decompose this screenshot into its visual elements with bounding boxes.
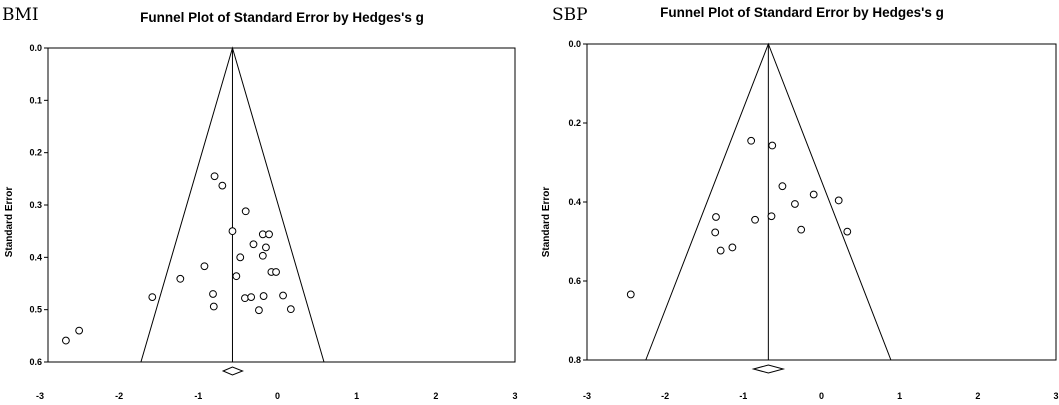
- bmi-study-point: [209, 290, 217, 298]
- sbp-study-point: [716, 246, 725, 255]
- bmi-y-tick-label: 0.5: [29, 305, 42, 315]
- sbp-study-point: [797, 225, 806, 234]
- bmi-x-tick-label: 2: [433, 391, 438, 401]
- sbp-x-tick-label: 2: [975, 391, 980, 401]
- bmi-study-point: [262, 243, 270, 252]
- bmi-study-point: [272, 268, 280, 276]
- sbp-y-axis-title: Standard Error: [541, 187, 552, 258]
- sbp-study-point: [809, 190, 818, 199]
- bmi-study-point: [75, 326, 84, 335]
- bmi-study-point: [218, 181, 227, 190]
- sbp-study-point: [728, 243, 737, 252]
- sbp-funnel-panel: SBP Funnel Plot of Standard Error by Hed…: [541, 5, 1059, 401]
- bmi-y-ticks: 0.0 0.1 0.2 0.3 0.4 0.5 0.6: [29, 43, 48, 367]
- bmi-study-point: [258, 251, 267, 260]
- bmi-study-point: [241, 207, 250, 216]
- sbp-panel-label: SBP: [552, 5, 588, 25]
- bmi-y-tick-label: 0.2: [29, 148, 42, 158]
- sbp-y-tick-label: 0.4: [568, 197, 581, 207]
- sbp-pooled-diamond: [751, 364, 786, 374]
- bmi-study-point: [247, 293, 256, 302]
- bmi-chart-title: Funnel Plot of Standard Error by Hedges'…: [140, 10, 424, 25]
- sbp-study-point: [626, 290, 635, 299]
- sbp-study-points: [626, 136, 852, 299]
- bmi-study-point: [265, 230, 273, 239]
- sbp-funnel-lines: [645, 42, 892, 361]
- bmi-y-tick-label: 0.3: [29, 200, 42, 210]
- bmi-study-point: [62, 336, 70, 345]
- sbp-study-point: [712, 213, 720, 221]
- sbp-study-point: [843, 227, 852, 236]
- bmi-y-tick-label: 0.6: [29, 357, 42, 367]
- bmi-study-point: [232, 272, 241, 281]
- sbp-plot-frame: [586, 43, 1057, 361]
- sbp-x-tick-label: -1: [739, 391, 747, 401]
- bmi-plot-frame: [47, 47, 516, 363]
- sbp-pooled-diamond-shape: [751, 364, 786, 374]
- sbp-y-ticks: 0.0 0.2 0.4 0.6 0.8: [568, 39, 587, 365]
- sbp-y-tick-label: 0.8: [568, 355, 581, 365]
- bmi-study-points: [62, 172, 295, 345]
- bmi-study-point: [279, 291, 287, 300]
- bmi-panel-label: BMI: [2, 5, 39, 25]
- sbp-study-point: [747, 136, 756, 145]
- bmi-y-tick-label: 0.0: [29, 43, 42, 53]
- bmi-study-point: [249, 240, 258, 249]
- bmi-study-point: [286, 305, 295, 314]
- bmi-x-tick-label: -2: [115, 391, 123, 401]
- sbp-study-point: [751, 215, 759, 224]
- sbp-y-tick-label: 0.0: [568, 39, 581, 49]
- bmi-x-tick-label: 0: [275, 391, 280, 401]
- bmi-study-point: [228, 227, 237, 236]
- bmi-study-point: [209, 302, 218, 311]
- bmi-x-tick-label: 3: [512, 391, 517, 401]
- bmi-x-tick-label: -1: [194, 391, 202, 401]
- sbp-x-tick-label: 0: [819, 391, 824, 401]
- sbp-chart-title: Funnel Plot of Standard Error by Hedges'…: [660, 5, 944, 20]
- bmi-y-axis-title: Standard Error: [4, 187, 15, 258]
- sbp-x-tick-label: -3: [583, 391, 591, 401]
- bmi-study-point: [148, 293, 157, 302]
- sbp-study-point: [768, 141, 777, 150]
- sbp-y-tick-label: 0.2: [568, 118, 581, 128]
- bmi-study-point: [259, 292, 268, 300]
- sbp-x-ticks: -3 -2 -1 0 1 2 3: [583, 391, 1059, 401]
- sbp-study-point: [711, 228, 720, 237]
- bmi-study-point: [200, 262, 209, 271]
- bmi-y-tick-label: 0.4: [29, 252, 42, 262]
- bmi-study-point: [176, 274, 185, 283]
- bmi-study-point: [210, 172, 219, 181]
- bmi-funnel-panel: BMI Funnel Plot of Standard Error by Hed…: [2, 5, 518, 401]
- bmi-x-ticks: -3 -2 -1 0 1 2 3: [36, 391, 518, 401]
- bmi-x-tick-label: 1: [354, 391, 359, 401]
- bmi-pooled-diamond: [221, 366, 244, 376]
- bmi-funnel-lines: [140, 46, 325, 363]
- sbp-x-tick-label: 3: [1053, 391, 1058, 401]
- sbp-study-point: [834, 196, 843, 205]
- sbp-study-point: [767, 212, 776, 221]
- sbp-x-tick-label: -2: [661, 391, 669, 401]
- bmi-y-tick-label: 0.1: [29, 95, 42, 105]
- bmi-study-point: [241, 294, 249, 303]
- bmi-study-point: [255, 306, 263, 315]
- sbp-y-tick-label: 0.6: [568, 276, 581, 286]
- bmi-pooled-diamond-shape: [221, 366, 244, 376]
- bmi-study-point: [236, 253, 245, 262]
- bmi-x-tick-label: -3: [36, 391, 44, 401]
- sbp-study-point: [778, 182, 787, 191]
- sbp-study-point: [791, 200, 799, 208]
- sbp-x-tick-label: 1: [897, 391, 902, 401]
